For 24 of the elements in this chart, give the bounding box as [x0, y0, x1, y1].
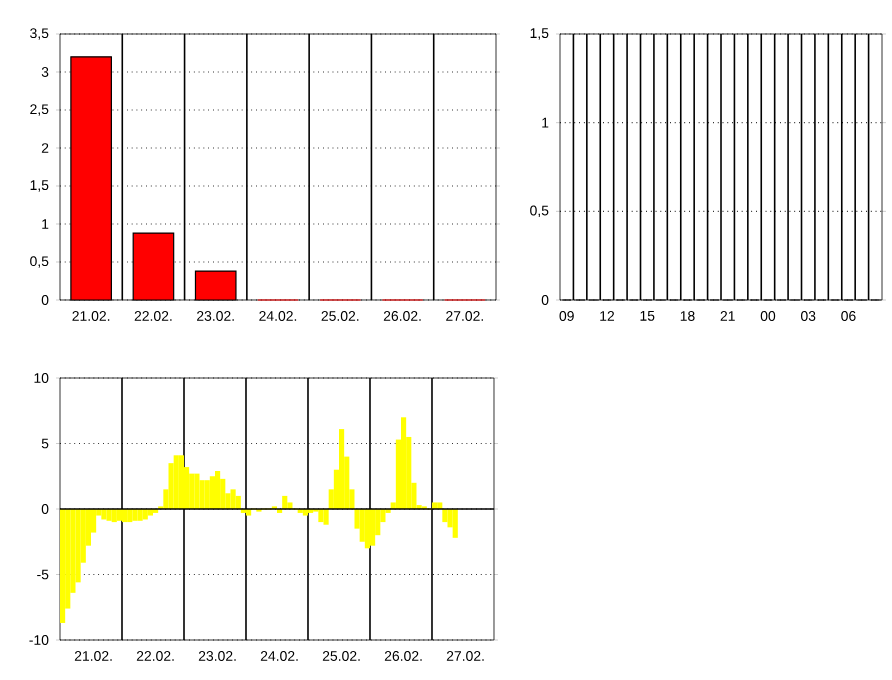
- bar: [168, 463, 174, 509]
- bar: [189, 473, 195, 509]
- bar: [359, 509, 365, 542]
- bar: [204, 480, 210, 509]
- bar: [60, 509, 66, 623]
- bar: [194, 473, 200, 509]
- bar: [338, 429, 345, 509]
- bar: [209, 476, 215, 509]
- bar: [199, 480, 205, 509]
- bar: [215, 471, 221, 509]
- bar: [400, 417, 407, 509]
- bar: [230, 489, 236, 509]
- bar: [106, 509, 112, 521]
- bar: [220, 478, 226, 509]
- bar: [132, 509, 138, 521]
- bar: [101, 509, 107, 520]
- bar: [178, 455, 184, 509]
- bar: [323, 509, 329, 525]
- bar: [116, 509, 122, 521]
- bar: [173, 455, 179, 509]
- bar: [364, 509, 370, 549]
- bar: [369, 509, 376, 546]
- bar: [452, 509, 458, 538]
- bar: [137, 509, 143, 521]
